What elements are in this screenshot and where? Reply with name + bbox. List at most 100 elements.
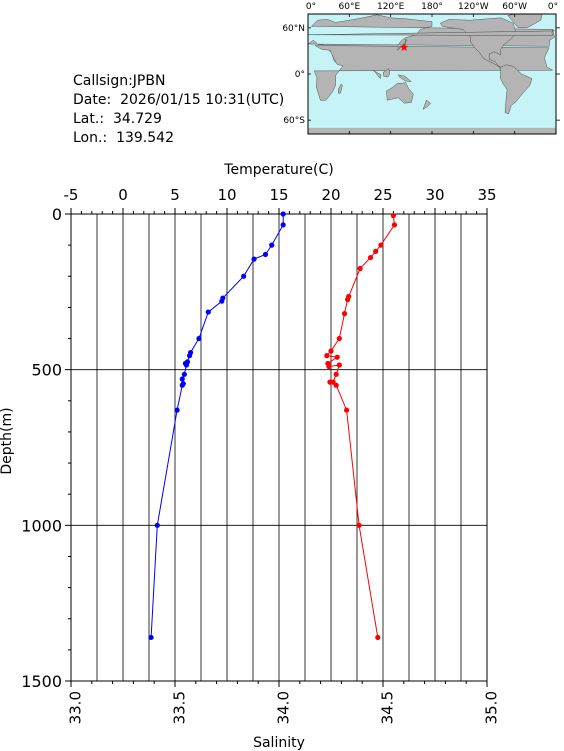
map-lat-labels: 60°N 0° 60°S xyxy=(282,24,305,126)
lat-row: Lat.: 34.729 xyxy=(73,110,284,129)
top-tick-label: 0 xyxy=(118,186,128,204)
series-point-1 xyxy=(390,212,396,219)
map-lon-label: 120°W xyxy=(458,2,489,12)
series-point-1 xyxy=(357,265,363,272)
axis-ticks xyxy=(65,208,488,687)
series-line-1 xyxy=(325,215,395,638)
land-shape xyxy=(422,99,431,110)
land-shape xyxy=(338,83,343,94)
series-point-1 xyxy=(333,382,339,388)
bottom-tick-label: 34.5 xyxy=(379,691,397,724)
land-shape xyxy=(397,74,412,82)
series-point-0 xyxy=(188,349,194,356)
series-point-0 xyxy=(154,522,160,528)
bottom-tick-label: 34.0 xyxy=(275,691,293,724)
date-row: Date: 2026/01/15 10:31(UTC) xyxy=(73,91,284,110)
bottom-tick-labels: 33.0 33.5 34.0 34.5 35.0 xyxy=(67,691,501,724)
top-tick-label: 5 xyxy=(170,186,180,204)
map-lon-label: 60°W xyxy=(502,2,527,12)
series-point-1 xyxy=(326,363,332,370)
location-map: 0° 60°E 120°E 180° 120°W 60°W 0° 60°N 0°… xyxy=(282,0,564,140)
series-point-1 xyxy=(345,297,351,303)
series-line-0 xyxy=(150,214,284,638)
top-tick-labels: -5 0 5 10 15 20 25 30 35 xyxy=(64,186,497,204)
series-point-1 xyxy=(327,379,333,385)
series-point-0 xyxy=(196,335,202,342)
series-point-0 xyxy=(269,242,275,248)
lon-row: Lon.: 139.542 xyxy=(73,129,284,148)
series-point-1 xyxy=(373,248,379,254)
series-point-1 xyxy=(391,222,398,228)
series-point-0 xyxy=(262,251,269,258)
land-antarctica xyxy=(308,127,556,134)
series-point-0 xyxy=(174,407,180,413)
top-axis-label: Temperature(C) xyxy=(223,162,333,178)
series-point-1 xyxy=(346,293,352,300)
date-label: Date: xyxy=(73,92,112,108)
land-shape xyxy=(382,68,391,78)
lon-value: 139.542 xyxy=(116,130,174,146)
bottom-tick-label: 33.5 xyxy=(171,691,189,724)
series-point-1 xyxy=(330,379,336,385)
map-lat-label: 60°S xyxy=(283,116,305,126)
series-point-0 xyxy=(179,382,185,388)
series-point-1 xyxy=(328,348,334,354)
top-tick-label: 15 xyxy=(269,186,288,204)
y-tick-label: 500 xyxy=(31,361,62,380)
series-point-0 xyxy=(220,295,226,301)
map-lon-label: 180° xyxy=(421,2,443,12)
series-point-0 xyxy=(183,362,190,368)
station-marker-icon xyxy=(399,42,409,51)
y-tick-label: 1000 xyxy=(21,516,62,535)
series-point-0 xyxy=(184,359,191,365)
station-info: Callsign:JPBN Date: 2026/01/15 10:31(UTC… xyxy=(73,72,284,148)
callsign-value: JPBN xyxy=(132,73,166,89)
map-lon-label: 60°E xyxy=(339,2,361,12)
top-tick-label: 35 xyxy=(477,186,496,204)
map-lon-label: 0° xyxy=(306,2,316,12)
series-point-1 xyxy=(367,254,374,261)
map-lon-label: 0° xyxy=(548,2,558,12)
top-tick-label: 10 xyxy=(217,186,236,204)
land-shape xyxy=(440,17,517,68)
top-tick-label: -5 xyxy=(64,186,79,204)
series-point-0 xyxy=(148,634,154,641)
date-value: 2026/01/15 10:31(UTC) xyxy=(120,92,285,108)
y-tick-labels: 0 500 1000 1500 xyxy=(21,205,62,691)
series-point-0 xyxy=(205,309,211,315)
series-point-1 xyxy=(378,242,384,248)
land-shape xyxy=(499,64,533,115)
series-point-0 xyxy=(181,371,187,377)
series-point-0 xyxy=(180,381,186,387)
top-tick-label: 25 xyxy=(373,186,392,204)
map-lon-label: 120°E xyxy=(377,2,405,12)
series-point-0 xyxy=(219,298,225,304)
map-ticks xyxy=(307,14,560,134)
plot-frame xyxy=(70,213,488,682)
map-lat-label: 60°N xyxy=(282,24,305,34)
series-point-1 xyxy=(341,311,348,317)
map-lon-labels: 0° 60°E 120°E 180° 120°W 60°W 0° xyxy=(306,2,558,12)
series-point-1 xyxy=(344,407,350,413)
grid xyxy=(71,214,487,681)
bottom-axis-label: Salinity xyxy=(253,735,305,751)
y-tick-label: 0 xyxy=(52,205,62,224)
bottom-tick-label: 33.0 xyxy=(67,691,85,724)
land-shape xyxy=(373,70,382,80)
y-axis-label: Depth(m) xyxy=(0,407,15,474)
series-point-0 xyxy=(179,376,185,382)
lat-value: 34.729 xyxy=(112,111,162,127)
series-point-1 xyxy=(325,360,331,367)
map-lat-label: 0° xyxy=(295,70,305,80)
series-point-1 xyxy=(334,354,340,360)
series-point-0 xyxy=(182,360,188,367)
series-point-0 xyxy=(251,256,257,262)
top-tick-label: 20 xyxy=(321,186,340,204)
map-land xyxy=(307,13,556,134)
land-shape xyxy=(313,45,554,101)
series-layer xyxy=(148,211,398,641)
series-point-1 xyxy=(324,353,330,359)
series-point-1 xyxy=(375,634,381,641)
series-point-1 xyxy=(336,335,342,342)
series-point-1 xyxy=(336,362,342,368)
